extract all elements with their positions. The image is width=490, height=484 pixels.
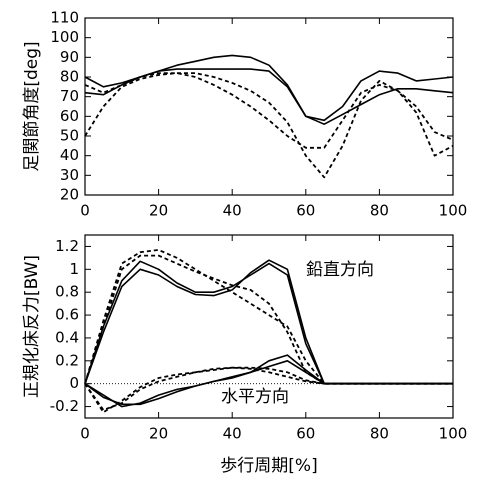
y-tick-label: 110: [50, 9, 79, 27]
x-tick-label: 80: [370, 425, 389, 443]
x-tick-label: 100: [439, 202, 468, 220]
series-line: [84, 72, 454, 149]
x-tick-label: 20: [149, 202, 168, 220]
y-tick-label: 50: [60, 127, 79, 145]
y-axis-label: 足関節角度[deg]: [22, 41, 42, 171]
y-tick-label: 0.2: [55, 351, 79, 369]
x-tick-label: 40: [223, 425, 242, 443]
y-tick-label: 1.2: [55, 237, 79, 255]
x-tick-label: 60: [296, 425, 315, 443]
x-tick-label: 100: [439, 425, 468, 443]
y-tick-label: 1: [69, 260, 79, 278]
series-line: [84, 72, 454, 179]
y-tick-label: 20: [60, 186, 79, 204]
series-line: [84, 366, 453, 411]
y-tick-label: -0.2: [50, 397, 79, 415]
y-tick-label: 70: [60, 87, 79, 105]
series-line: [84, 254, 453, 385]
plot-frame: [84, 17, 454, 196]
y-tick-label: 60: [60, 107, 79, 125]
x-tick-label: 80: [370, 202, 389, 220]
x-tick-label: 60: [296, 202, 315, 220]
annotation: 鉛直方向: [306, 260, 374, 280]
y-tick-label: 80: [60, 68, 79, 86]
x-axis-label: 歩行周期[%]: [220, 456, 317, 476]
y-tick-label: 30: [60, 166, 79, 184]
y-tick-label: 0.6: [55, 306, 79, 324]
series-line: [84, 259, 453, 385]
y-tick-label: 100: [50, 28, 79, 46]
series-line: [84, 260, 453, 385]
plot-frame: [84, 234, 454, 419]
y-tick-label: 40: [60, 146, 79, 164]
x-tick-label: 0: [80, 425, 90, 443]
y-tick-label: 90: [60, 48, 79, 66]
x-tick-label: 40: [223, 202, 242, 220]
y-tick-label: 0.4: [55, 328, 79, 346]
series-line: [84, 366, 453, 414]
x-tick-label: 0: [80, 202, 90, 220]
y-tick-label: 0.8: [55, 283, 79, 301]
y-axis-label: 正規化床反力[BW]: [22, 255, 42, 398]
annotation: 水平方向: [221, 387, 289, 407]
x-tick-label: 20: [149, 425, 168, 443]
y-tick-label: 0: [69, 374, 79, 392]
